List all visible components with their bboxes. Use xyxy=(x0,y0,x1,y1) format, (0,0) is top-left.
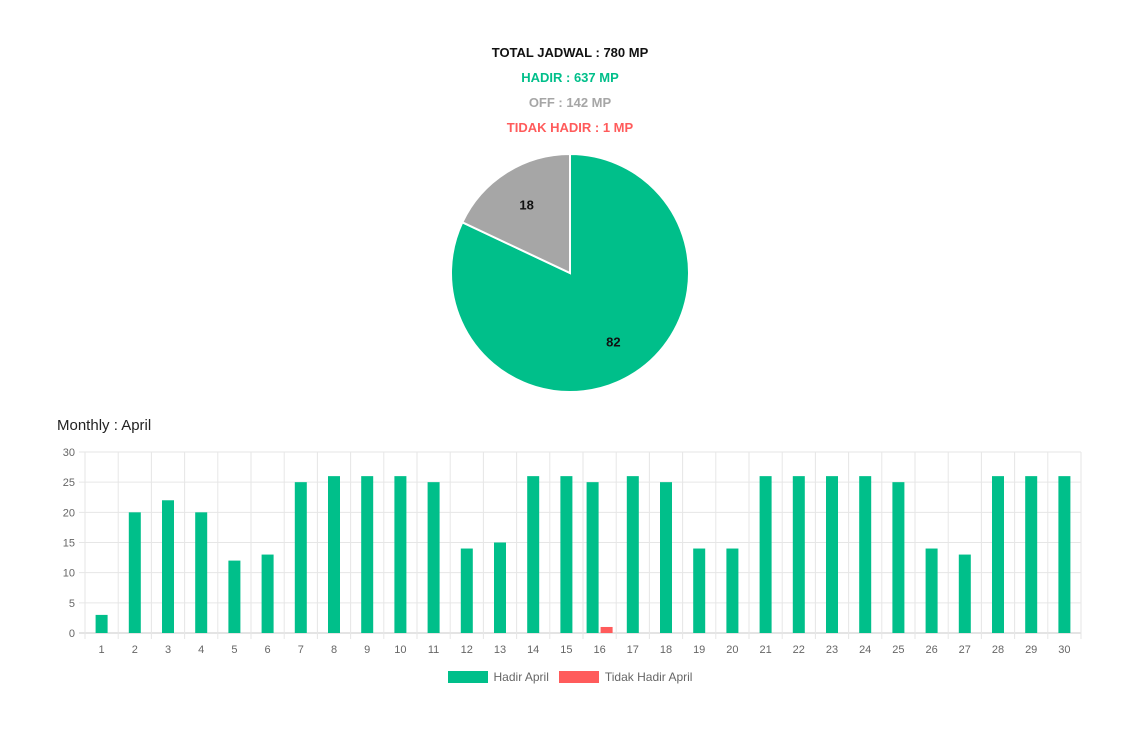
x-tick-label-5: 5 xyxy=(231,644,237,656)
x-tick-label-7: 7 xyxy=(298,644,304,656)
off-text: OFF : 142 MP xyxy=(528,95,612,110)
bar-tidak-hadir-16[interactable] xyxy=(600,626,613,633)
x-tick-label-12: 12 xyxy=(461,644,473,656)
x-tick-label-26: 26 xyxy=(925,644,937,656)
y-tick-label-4: 20 xyxy=(63,507,75,519)
bar-hadir-5[interactable] xyxy=(228,560,241,633)
monthly-chart-title: Monthly : April xyxy=(57,417,152,434)
bar-hadir-30[interactable] xyxy=(1058,476,1071,633)
y-tick-label-5: 25 xyxy=(63,477,75,489)
legend-item-tidak-hadir[interactable]: Tidak Hadir April xyxy=(558,670,693,684)
bar-hadir-15[interactable] xyxy=(560,476,573,633)
bar-hadir-10[interactable] xyxy=(394,476,407,633)
x-tick-label-16: 16 xyxy=(593,644,605,656)
bar-hadir-4[interactable] xyxy=(195,512,208,633)
total-schedule-text: TOTAL JADWAL : 780 MP xyxy=(491,45,649,60)
x-tick-label-29: 29 xyxy=(1025,644,1037,656)
legend-swatch-tidak-hadir xyxy=(558,671,599,683)
y-tick-label-6: 30 xyxy=(63,447,75,459)
x-tick-label-9: 9 xyxy=(364,644,370,656)
bar-hadir-18[interactable] xyxy=(660,482,672,633)
bar-hadir-16[interactable] xyxy=(586,482,599,633)
x-tick-label-22: 22 xyxy=(793,644,805,656)
bar-hadir-14[interactable] xyxy=(527,476,540,633)
x-tick-label-2: 2 xyxy=(132,644,138,656)
pie-slice-label-1: 18 xyxy=(519,198,533,213)
legend-label-hadir: Hadir April xyxy=(493,670,549,684)
attendance-summary: TOTAL JADWAL : 780 MP HADIR : 637 MP OFF… xyxy=(0,40,1140,140)
y-tick-label-0: 0 xyxy=(69,628,75,640)
x-tick-label-15: 15 xyxy=(560,644,572,656)
x-tick-label-3: 3 xyxy=(165,644,171,656)
bar-hadir-29[interactable] xyxy=(1025,476,1038,633)
y-tick-label-1: 5 xyxy=(69,598,75,610)
x-tick-label-30: 30 xyxy=(1058,644,1070,656)
bar-hadir-27[interactable] xyxy=(958,554,971,633)
bar-hadir-3[interactable] xyxy=(162,500,174,633)
pie-slice-0[interactable] xyxy=(450,152,690,393)
x-tick-label-24: 24 xyxy=(859,644,871,656)
x-tick-label-27: 27 xyxy=(959,644,971,656)
pie-slice-label-0: 82 xyxy=(606,334,620,349)
bar-hadir-25[interactable] xyxy=(892,482,905,633)
attendance-pie-chart: 82 18 xyxy=(450,152,690,393)
y-tick-label-3: 15 xyxy=(63,538,75,550)
bar-hadir-11[interactable] xyxy=(427,482,440,633)
x-tick-label-19: 19 xyxy=(693,644,705,656)
x-tick-label-25: 25 xyxy=(892,644,904,656)
bar-hadir-19[interactable] xyxy=(693,548,706,633)
bar-hadir-2[interactable] xyxy=(128,512,141,633)
bar-hadir-24[interactable] xyxy=(859,476,872,633)
x-tick-label-23: 23 xyxy=(826,644,838,656)
x-tick-label-28: 28 xyxy=(992,644,1004,656)
x-tick-label-10: 10 xyxy=(394,644,406,656)
legend-swatch-hadir xyxy=(447,671,488,683)
bar-hadir-13[interactable] xyxy=(494,542,506,634)
legend-item-hadir[interactable]: Hadir April xyxy=(447,670,549,684)
x-tick-label-6: 6 xyxy=(265,644,271,656)
pie-slice-1[interactable] xyxy=(460,152,571,275)
x-tick-label-8: 8 xyxy=(331,644,337,656)
bar-chart-legend: Hadir April Tidak Hadir April xyxy=(0,670,1140,684)
x-tick-label-1: 1 xyxy=(99,644,105,656)
bar-hadir-17[interactable] xyxy=(626,476,639,633)
x-tick-label-4: 4 xyxy=(198,644,204,656)
absent-text: TIDAK HADIR : 1 MP xyxy=(506,120,634,135)
bar-hadir-20[interactable] xyxy=(726,548,739,633)
legend-label-tidak-hadir: Tidak Hadir April xyxy=(604,670,693,684)
x-tick-label-18: 18 xyxy=(660,644,672,656)
bar-hadir-9[interactable] xyxy=(361,476,374,633)
x-tick-label-13: 13 xyxy=(494,644,506,656)
bar-hadir-6[interactable] xyxy=(261,554,274,633)
y-tick-label-2: 10 xyxy=(63,568,75,580)
bar-hadir-12[interactable] xyxy=(460,548,473,633)
x-tick-label-20: 20 xyxy=(726,644,738,656)
bar-hadir-8[interactable] xyxy=(328,476,340,633)
present-text: HADIR : 637 MP xyxy=(521,70,619,85)
bar-hadir-1[interactable] xyxy=(95,614,108,633)
bar-hadir-23[interactable] xyxy=(826,476,838,633)
x-tick-label-17: 17 xyxy=(627,644,639,656)
bar-hadir-26[interactable] xyxy=(925,548,938,633)
bar-hadir-22[interactable] xyxy=(792,476,805,633)
bar-hadir-7[interactable] xyxy=(294,482,307,633)
x-tick-label-21: 21 xyxy=(759,644,771,656)
bar-hadir-21[interactable] xyxy=(759,476,772,633)
x-tick-label-11: 11 xyxy=(428,644,439,656)
x-tick-label-14: 14 xyxy=(527,644,539,656)
bar-hadir-28[interactable] xyxy=(992,476,1004,633)
